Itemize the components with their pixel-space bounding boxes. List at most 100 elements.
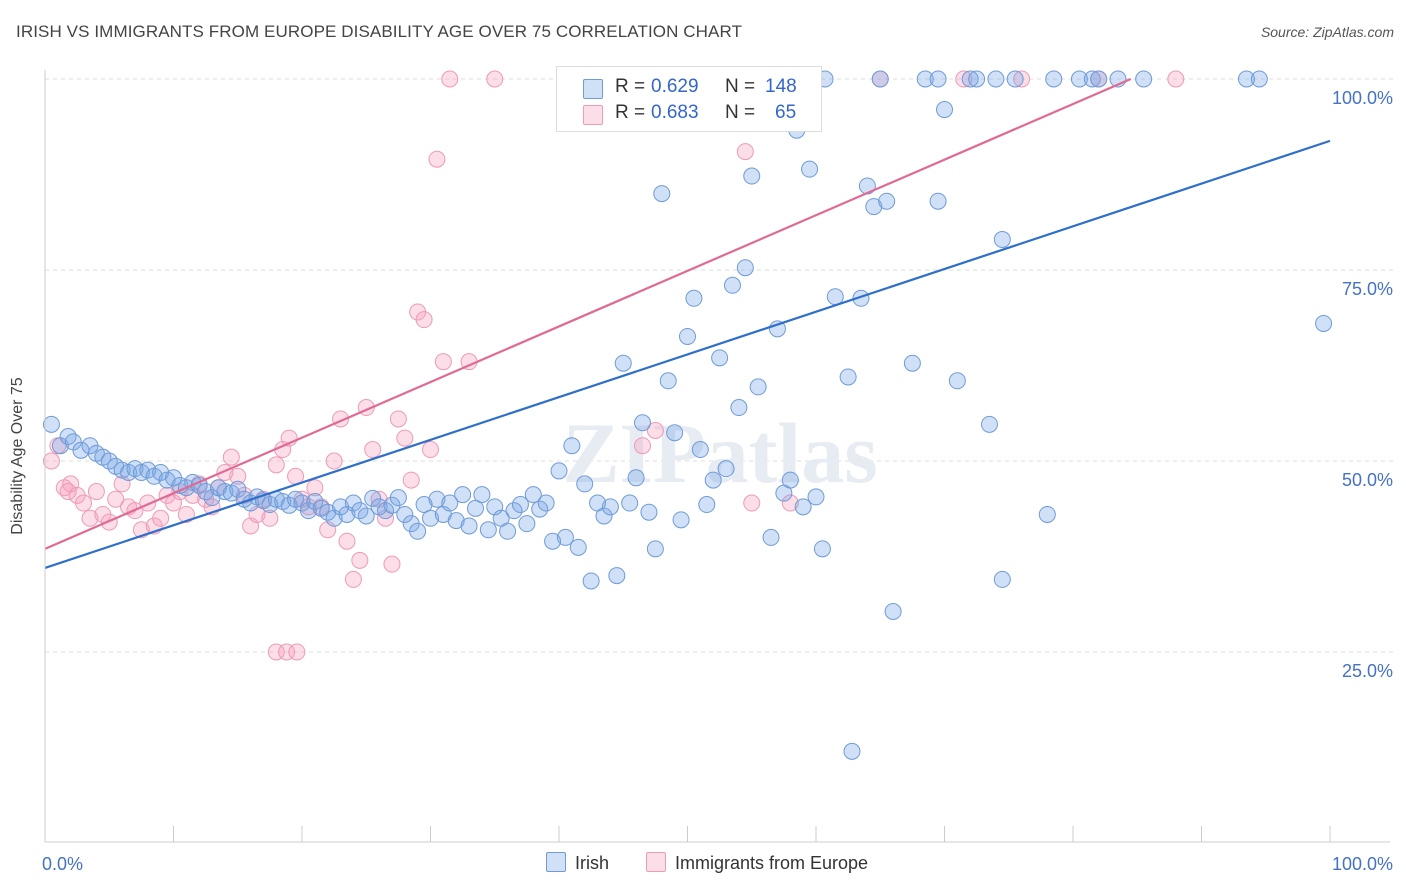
irish-point <box>743 167 761 185</box>
y-tick-label: 100.0% <box>1332 88 1393 108</box>
europe-point <box>441 70 459 88</box>
irish-point <box>807 488 825 506</box>
europe-point <box>229 467 247 485</box>
irish-point <box>42 415 60 433</box>
irish-point <box>929 70 947 88</box>
irish-point <box>762 528 780 546</box>
irish-point <box>460 517 478 535</box>
europe-point <box>351 551 369 569</box>
irish-point <box>1038 505 1056 523</box>
irish-point <box>903 354 921 372</box>
europe-point <box>267 643 285 661</box>
europe-point <box>288 643 306 661</box>
irish-legend-swatch <box>546 852 566 872</box>
x-tick-label-min: 0.0% <box>42 854 83 874</box>
irish-point <box>987 70 1005 88</box>
irish-point <box>685 289 703 307</box>
y-tick-label: 75.0% <box>1342 279 1393 299</box>
irish-point <box>1045 70 1063 88</box>
europe-point <box>261 509 279 527</box>
legend-europe-r-label: R = <box>615 102 646 123</box>
europe-legend-swatch <box>646 852 666 872</box>
irish-point <box>1250 70 1268 88</box>
source-note: Source: ZipAtlas.com <box>1260 24 1394 40</box>
irish-point <box>781 471 799 489</box>
europe-point <box>736 143 754 161</box>
irish-point <box>550 462 568 480</box>
irish-point <box>389 489 407 507</box>
irish-point <box>679 327 696 345</box>
bottom-legend-irish: Irish <box>546 852 609 874</box>
irish-point <box>319 503 337 521</box>
legend-europe-n-value: 65 <box>775 102 797 123</box>
irish-point <box>569 538 587 556</box>
legend-europe-n-label: N = <box>725 102 756 123</box>
irish-point <box>653 185 671 203</box>
irish-point <box>980 415 998 433</box>
y-tick-label: 50.0% <box>1342 470 1393 490</box>
irish-point <box>537 494 555 512</box>
irish-point <box>364 489 382 507</box>
irish-point <box>839 368 857 386</box>
irish-point <box>357 507 375 525</box>
y-tick-label: 25.0% <box>1342 661 1393 681</box>
watermark: ZIPatlas <box>562 405 877 501</box>
irish-point <box>197 483 215 501</box>
europe-point <box>486 70 504 88</box>
irish-point <box>843 742 861 760</box>
europe-point <box>389 410 407 428</box>
irish-point <box>736 259 754 277</box>
irish-point <box>499 522 517 540</box>
y-axis-label: Disability Age Over 75 <box>9 377 26 535</box>
irish-point <box>139 461 157 479</box>
irish-point <box>306 492 324 510</box>
irish-point <box>698 496 716 514</box>
irish-point <box>929 192 947 210</box>
europe-point <box>955 70 973 88</box>
irish-point <box>813 540 831 558</box>
irish-point <box>466 499 484 517</box>
irish-point <box>280 496 298 514</box>
x-tick-label-max: 100.0% <box>1332 854 1393 874</box>
europe-point <box>338 532 356 550</box>
irish-point <box>544 532 562 550</box>
europe-point <box>1013 70 1031 88</box>
irish-point <box>968 70 986 88</box>
irish-trend-line <box>44 139 1331 570</box>
tick-labels: 25.0% 50.0% 75.0% 100.0% 0.0% 100.0% <box>42 88 1393 874</box>
irish-point <box>749 378 767 396</box>
irish-point <box>993 230 1011 248</box>
europe-point <box>152 509 170 527</box>
europe-point <box>81 509 99 527</box>
irish-point <box>936 101 953 119</box>
irish-point <box>794 498 812 516</box>
europe-point <box>278 643 296 661</box>
europe-point <box>177 505 195 523</box>
axes <box>44 70 1390 843</box>
irish-point <box>447 512 465 530</box>
europe-point <box>87 483 105 501</box>
europe-legend-label: Immigrants from Europe <box>675 853 869 873</box>
irish-point <box>659 372 677 390</box>
irish-point <box>396 505 414 523</box>
europe-point <box>42 452 60 470</box>
irish-point <box>505 502 523 520</box>
irish-point <box>1315 314 1333 332</box>
irish-point <box>409 522 427 540</box>
irish-point <box>730 399 748 417</box>
europe-point <box>1167 70 1185 88</box>
irish-points <box>42 70 1333 760</box>
irish-point <box>595 507 613 525</box>
irish-point <box>627 469 645 487</box>
legend-irish-n-value: 148 <box>765 76 797 97</box>
irish-point <box>511 496 529 514</box>
irish-point <box>916 70 934 88</box>
europe-point <box>434 353 452 371</box>
irish-point <box>1237 70 1255 88</box>
irish-point <box>666 424 684 442</box>
irish-point <box>576 475 594 493</box>
europe-point <box>383 555 401 573</box>
irish-point <box>556 528 574 546</box>
irish-point <box>454 486 472 504</box>
legend-irish-r-value: 0.629 <box>651 76 699 97</box>
